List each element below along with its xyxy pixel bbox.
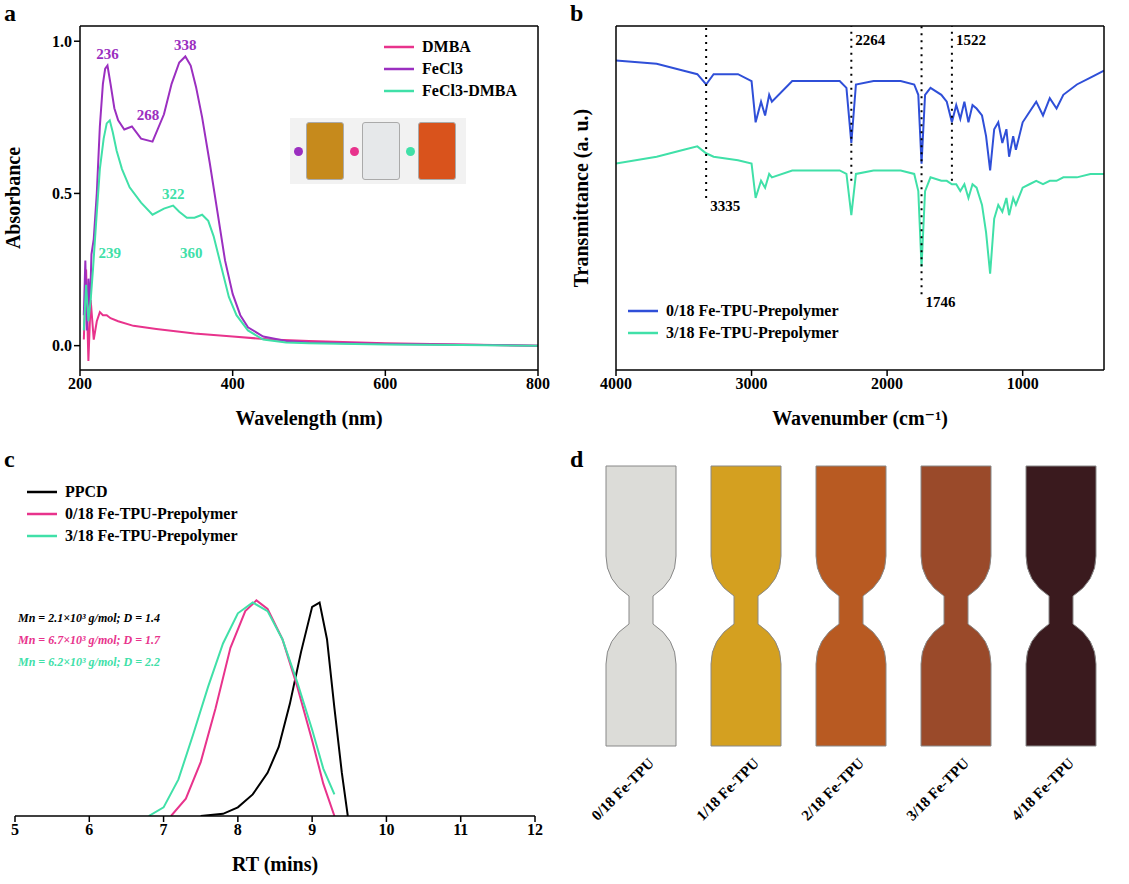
html-text:0/18 Fe-TPU-Prepolymer: 0/18 Fe-TPU-Prepolymer: [666, 302, 839, 319]
svg-text:0.5: 0.5: [52, 185, 72, 202]
html-text:3/18 Fe-TPU-Prepolymer: 3/18 Fe-TPU-Prepolymer: [65, 527, 238, 544]
svg-text:8: 8: [234, 821, 242, 838]
html-text:FeCl3-DMBA: FeCl3-DMBA: [422, 82, 518, 99]
svg-text:10: 10: [378, 821, 394, 838]
html-text:a: a: [4, 0, 16, 26]
svg-text:268: 268: [137, 107, 160, 123]
html-text:3/18 Fe-TPU-Prepolymer: 3/18 Fe-TPU-Prepolymer: [666, 324, 839, 341]
html-text:Mn = 6.2×10³ g/mol; D = 2.2: Mn = 6.2×10³ g/mol; D = 2.2: [18, 655, 161, 669]
html-text:DMBA: DMBA: [422, 38, 471, 55]
svg-text:7: 7: [160, 821, 168, 838]
svg-text:600: 600: [373, 375, 397, 392]
svg-text:3335: 3335: [710, 198, 740, 214]
svg-text:RT (mins): RT (mins): [232, 853, 318, 876]
html-text:d: d: [570, 446, 584, 472]
html-text:FeCl3: FeCl3: [422, 60, 463, 77]
svg-text:338: 338: [174, 37, 197, 53]
svg-text:6: 6: [85, 821, 93, 838]
svg-text:0.0: 0.0: [52, 337, 72, 354]
html-text:PPCD: PPCD: [65, 483, 108, 500]
svg-text:5: 5: [11, 821, 19, 838]
svg-text:9: 9: [308, 821, 316, 838]
html-text:Mn = 6.7×10³ g/mol; D = 1.7: Mn = 6.7×10³ g/mol; D = 1.7: [18, 633, 161, 647]
svg-text:1746: 1746: [926, 294, 957, 310]
svg-text:236: 236: [96, 46, 119, 62]
svg-text:4/18 Fe-TPU: 4/18 Fe-TPU: [1008, 755, 1077, 824]
svg-text:2000: 2000: [871, 375, 903, 392]
svg-text:800: 800: [526, 375, 550, 392]
svg-text:322: 322: [162, 186, 185, 202]
svg-text:12: 12: [527, 821, 543, 838]
svg-text:1.0: 1.0: [52, 33, 72, 50]
svg-text:3000: 3000: [736, 375, 768, 392]
html-text:b: b: [570, 0, 584, 26]
svg-text:Wavelength (nm): Wavelength (nm): [235, 407, 382, 430]
html-text:0/18 Fe-TPU-Prepolymer: 0/18 Fe-TPU-Prepolymer: [65, 505, 238, 522]
svg-text:2/18 Fe-TPU: 2/18 Fe-TPU: [798, 755, 867, 824]
svg-text:400: 400: [221, 375, 245, 392]
svg-text:11: 11: [453, 821, 468, 838]
html-text:Mn = 2.1×10³ g/mol; D = 1.4: Mn = 2.1×10³ g/mol; D = 1.4: [18, 611, 161, 625]
svg-text:1000: 1000: [1007, 375, 1039, 392]
svg-text:0/18 Fe-TPU: 0/18 Fe-TPU: [588, 755, 657, 824]
svg-text:200: 200: [68, 375, 92, 392]
svg-text:Absorbance: Absorbance: [2, 147, 24, 249]
svg-text:360: 360: [180, 245, 203, 261]
svg-text:4000: 4000: [600, 375, 632, 392]
svg-text:Transmittance (a. u.): Transmittance (a. u.): [570, 109, 593, 288]
svg-text:239: 239: [99, 245, 122, 261]
svg-text:1/18 Fe-TPU: 1/18 Fe-TPU: [693, 755, 762, 824]
svg-text:3/18 Fe-TPU: 3/18 Fe-TPU: [903, 755, 972, 824]
svg-text:Wavenumber (cm⁻¹): Wavenumber (cm⁻¹): [772, 407, 948, 430]
svg-text:2264: 2264: [855, 32, 886, 48]
svg-text:1522: 1522: [956, 32, 986, 48]
html-text:c: c: [4, 446, 15, 472]
